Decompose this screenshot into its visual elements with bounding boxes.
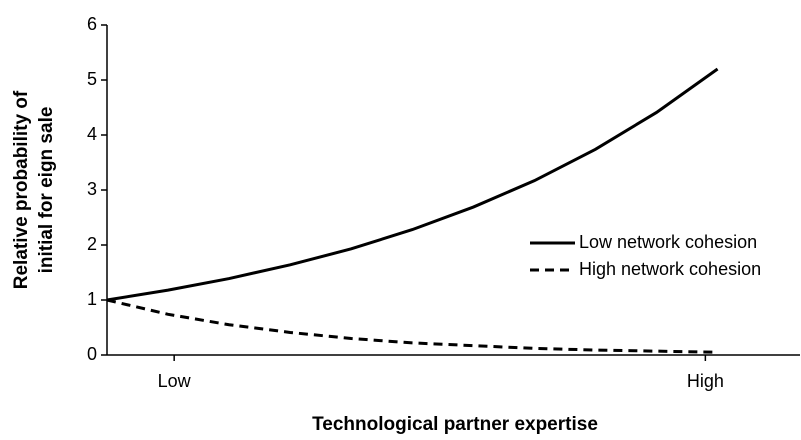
x-tick-label: High	[687, 371, 724, 391]
x-tick-label: Low	[158, 371, 192, 391]
line	[106, 67, 719, 302]
line	[106, 298, 718, 354]
y-tick-label: 4	[87, 124, 97, 144]
y-tick-label: 3	[87, 179, 97, 199]
y-axis-title: initial for eign sale	[36, 107, 57, 274]
y-tick-label: 2	[87, 234, 97, 254]
y-tick-label: 5	[87, 69, 97, 89]
y-tick-label: 6	[87, 14, 97, 34]
x-axis-title: Technological partner expertise	[312, 414, 598, 435]
legend-label: High network cohesion	[579, 259, 761, 279]
y-axis-title: Relative probability of	[11, 90, 32, 289]
y-tick-label: 0	[87, 344, 97, 364]
y-tick-label: 1	[87, 289, 97, 309]
legend-label: Low network cohesion	[579, 232, 757, 252]
